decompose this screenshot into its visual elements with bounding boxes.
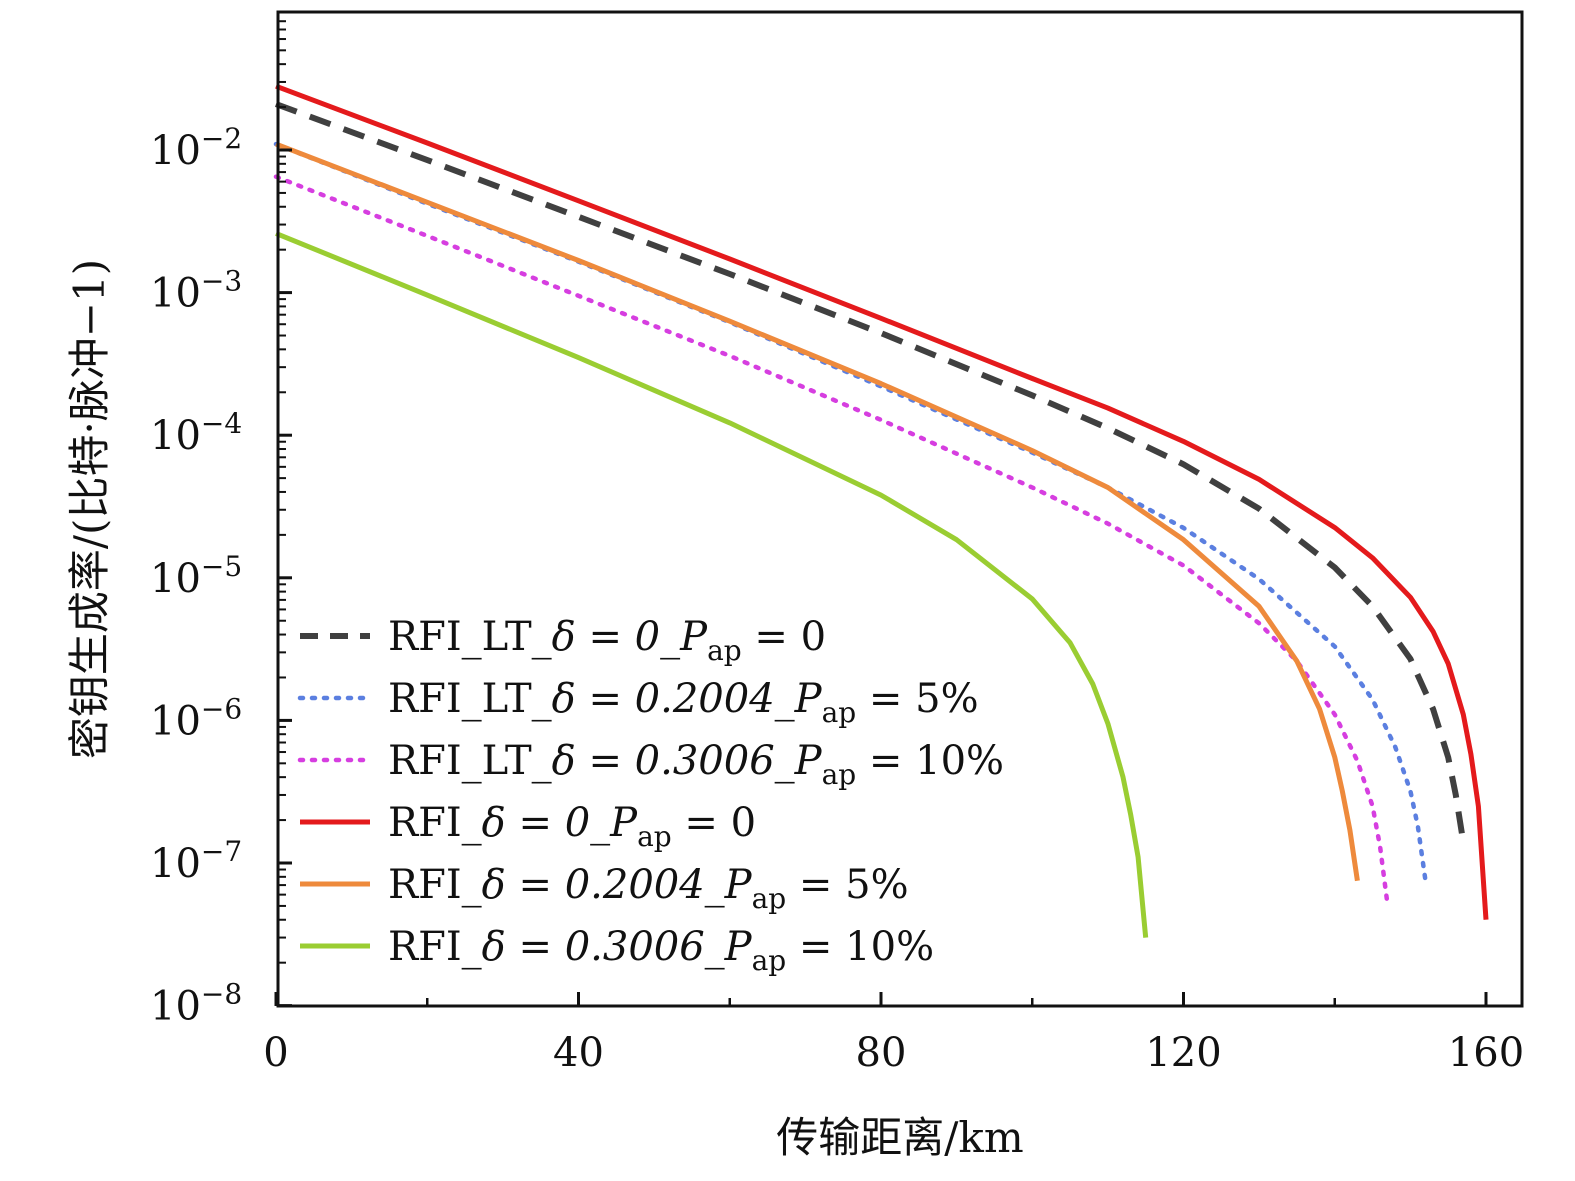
legend-label-delta: δ = 0.2004_ bbox=[552, 676, 795, 722]
legend-label-prefix: RFI_LT_ bbox=[388, 738, 552, 784]
legend-label-tail: = 0 bbox=[742, 614, 826, 660]
legend-label-p: P bbox=[724, 924, 753, 970]
y-tick-base: 10 bbox=[150, 841, 201, 887]
series-layer bbox=[273, 83, 1489, 938]
y-ticks: 10−810−710−610−510−410−310−2 bbox=[150, 122, 292, 1030]
legend-label-p: P bbox=[794, 738, 823, 784]
legend-label-delta: δ = 0_ bbox=[552, 614, 680, 660]
series-line-3 bbox=[275, 83, 1489, 920]
y-tick-exponent: −7 bbox=[201, 835, 242, 868]
x-axis-title: 传输距离/km bbox=[776, 1113, 1023, 1162]
series-line-0 bbox=[274, 101, 1467, 843]
y-tick-base: 10 bbox=[150, 698, 201, 744]
x-ticks: 0 40 80 120 160 bbox=[263, 992, 1524, 1076]
legend-label-sub: ap bbox=[822, 696, 857, 729]
y-tick-exponent: −5 bbox=[201, 550, 242, 583]
y-tick-exponent: −4 bbox=[201, 407, 242, 440]
y-tick-label: 10−5 bbox=[150, 550, 242, 602]
legend-label-prefix: RFI_ bbox=[388, 800, 482, 846]
legend-label-sub: ap bbox=[752, 944, 787, 977]
legend-label-delta: δ = 0_ bbox=[482, 800, 610, 846]
y-tick-label: 10−4 bbox=[150, 407, 242, 459]
y-tick-label: 10−6 bbox=[150, 692, 242, 744]
legend-label-delta: δ = 0.3006_ bbox=[552, 738, 795, 784]
series-line-2 bbox=[273, 174, 1390, 909]
y-tick-label: 10−8 bbox=[150, 978, 242, 1030]
legend-label-tail: = 0 bbox=[672, 800, 756, 846]
legend-label-sub: ap bbox=[707, 634, 742, 667]
x-tick-label: 40 bbox=[553, 1030, 604, 1076]
legend-label-p: P bbox=[679, 614, 708, 660]
legend-label-tail: = 5% bbox=[786, 862, 908, 908]
y-tick-exponent: −2 bbox=[201, 122, 242, 155]
legend-label-tail: = 10% bbox=[856, 738, 1004, 784]
legend-label: RFI_δ = 0.2004_Pap = 5% bbox=[388, 862, 909, 915]
y-tick-exponent: −8 bbox=[201, 978, 242, 1011]
legend-label-delta: δ = 0.2004_ bbox=[482, 862, 725, 908]
x-tick-label: 120 bbox=[1145, 1030, 1221, 1076]
y-tick-base: 10 bbox=[150, 128, 201, 174]
legend-label-tail: = 10% bbox=[786, 924, 934, 970]
legend-label-tail: = 5% bbox=[856, 676, 978, 722]
y-axis-title: 密钥生成率/(比特·脉冲−1) bbox=[65, 259, 114, 759]
legend-label: RFI_δ = 0_Pap = 0 bbox=[388, 800, 756, 853]
legend-label: RFI_LT_δ = 0.3006_Pap = 10% bbox=[388, 738, 1004, 791]
legend-label: RFI_δ = 0.3006_Pap = 10% bbox=[388, 924, 934, 977]
plot-frame bbox=[276, 10, 1524, 1008]
y-tick-exponent: −3 bbox=[201, 265, 242, 298]
legend-label-sub: ap bbox=[637, 820, 672, 853]
legend-label-p: P bbox=[794, 676, 823, 722]
y-tick-label: 10−3 bbox=[150, 265, 242, 317]
legend-label-delta: δ = 0.3006_ bbox=[482, 924, 725, 970]
x-tick-label: 160 bbox=[1448, 1030, 1524, 1076]
legend-label-prefix: RFI_LT_ bbox=[388, 614, 552, 660]
y-tick-label: 10−2 bbox=[150, 122, 242, 174]
legend-label-p: P bbox=[724, 862, 753, 908]
legend-label-prefix: RFI_ bbox=[388, 924, 482, 970]
x-tick-label: 0 bbox=[263, 1030, 288, 1076]
series-line-1 bbox=[273, 141, 1428, 884]
legend-label: RFI_LT_δ = 0.2004_Pap = 5% bbox=[388, 676, 979, 729]
y-tick-base: 10 bbox=[150, 984, 201, 1030]
legend-label-prefix: RFI_ bbox=[388, 862, 482, 908]
legend-label-p: P bbox=[609, 800, 638, 846]
series-line-4 bbox=[275, 141, 1360, 882]
y-tick-base: 10 bbox=[150, 271, 201, 317]
x-tick-label: 80 bbox=[856, 1030, 907, 1076]
legend-label: RFI_LT_δ = 0_Pap = 0 bbox=[388, 614, 826, 667]
y-tick-base: 10 bbox=[150, 556, 201, 602]
series-line-5 bbox=[275, 231, 1149, 938]
y-tick-label: 10−7 bbox=[150, 835, 242, 887]
y-tick-exponent: −6 bbox=[201, 692, 242, 725]
legend-label-sub: ap bbox=[752, 882, 787, 915]
y-tick-base: 10 bbox=[150, 413, 201, 459]
legend-label-prefix: RFI_LT_ bbox=[388, 676, 552, 722]
legend-label-sub: ap bbox=[822, 758, 857, 791]
